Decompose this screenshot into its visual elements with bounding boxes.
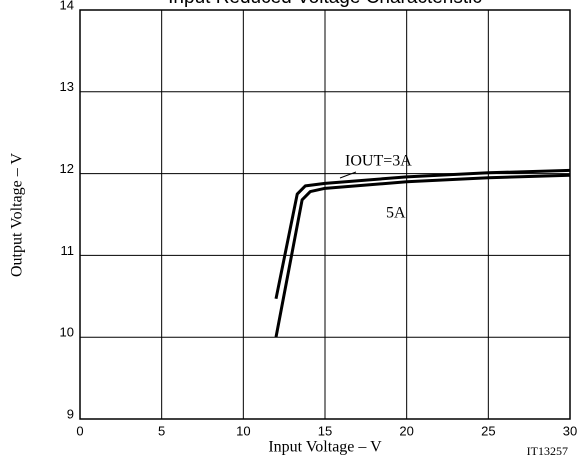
y-tick-label: 13	[60, 79, 74, 94]
x-tick-label: 20	[399, 423, 413, 438]
x-tick-label: 30	[563, 423, 577, 438]
x-axis-label: Input Voltage – V	[268, 439, 382, 456]
data-line	[274, 168, 571, 300]
x-tick-label: 25	[481, 423, 495, 438]
y-tick-label: 14	[60, 0, 74, 12]
y-tick-label: 9	[67, 406, 74, 421]
x-tick-label: 5	[158, 423, 165, 438]
x-tick-label: 0	[76, 423, 83, 438]
leader-line	[339, 171, 357, 179]
plot-frame	[79, 9, 571, 420]
y-tick-label: 12	[60, 161, 74, 176]
series-label: IOUT=3A	[345, 153, 412, 170]
chart-title: Input Reduced Voltage Characteristic	[168, 0, 482, 8]
series-label: 5A	[386, 205, 406, 222]
x-tick-label: 15	[318, 423, 332, 438]
y-tick-label: 10	[60, 325, 74, 340]
figure-code: IT13257	[527, 444, 568, 458]
x-tick-label: 10	[236, 423, 250, 438]
y-tick-label: 11	[61, 243, 75, 258]
y-axis-label: Output Voltage – V	[9, 153, 26, 277]
data-line	[274, 173, 571, 338]
